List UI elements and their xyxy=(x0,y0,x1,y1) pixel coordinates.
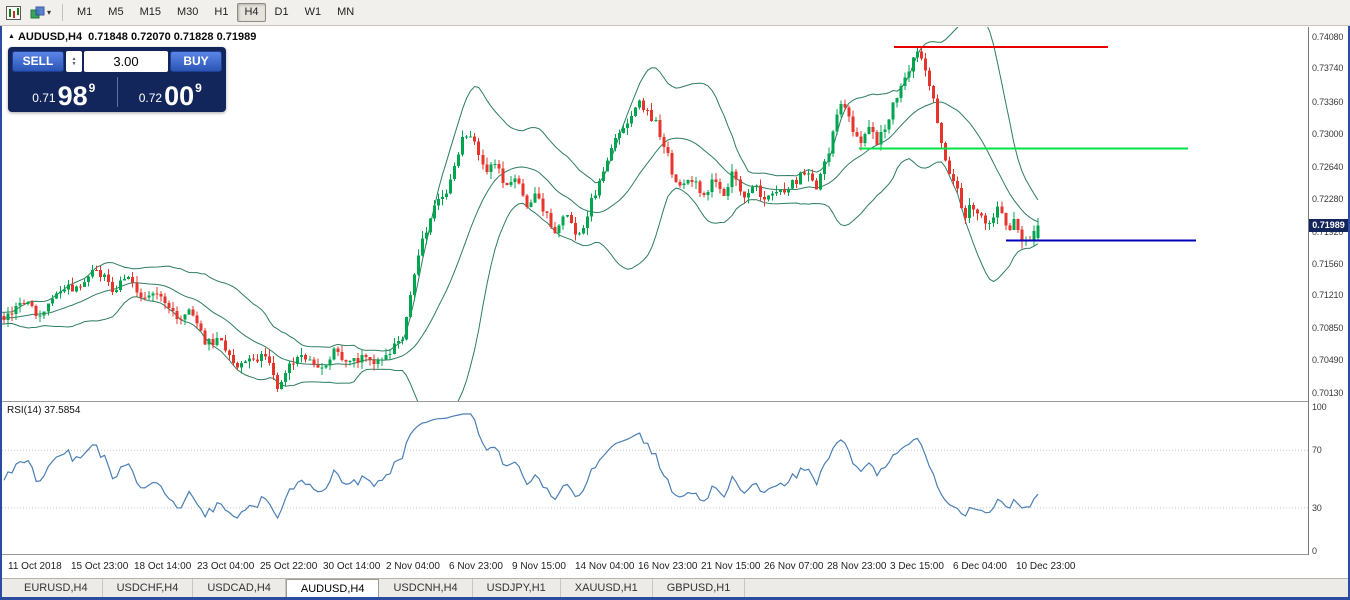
ask-big-digits: 00 xyxy=(164,81,195,112)
time-label: 9 Nov 15:00 xyxy=(512,561,566,572)
tab-usdcnh-h4[interactable]: USDCNH,H4 xyxy=(379,579,473,597)
chart-window: ▲ AUDUSD,H4 0.71848 0.72070 0.71828 0.7198… xyxy=(2,27,1348,578)
timeframe-group: M1 M5 M15 M30 H1 H4 D1 W1 MN xyxy=(69,3,362,22)
indicators-icon xyxy=(30,6,45,18)
price-axis: 0.74080 0.73740 0.73360 0.73000 0.72640 0.722… xyxy=(1308,27,1348,556)
symbol-label: AUDUSD,H4 xyxy=(17,31,83,43)
time-label: 25 Oct 22:00 xyxy=(260,561,318,572)
rsi-chart-canvas[interactable] xyxy=(2,402,1308,554)
rsi-tick: 70 xyxy=(1312,445,1322,455)
tab-usdcad-h4[interactable]: USDCAD,H4 xyxy=(193,579,286,597)
chart-title: ▲ AUDUSD,H4 0.71848 0.72070 0.71828 0.7198… xyxy=(8,31,256,43)
price-tick: 0.72280 xyxy=(1312,194,1344,204)
rsi-label: RSI(14) 37.5854 xyxy=(7,405,81,416)
tab-xauusd-h1[interactable]: XAUUSD,H1 xyxy=(561,579,653,597)
bid-prefix: 0.71 xyxy=(32,91,56,105)
timeframe-button-mn[interactable]: MN xyxy=(337,6,355,18)
quote-divider xyxy=(116,77,118,107)
time-label: 10 Dec 23:00 xyxy=(1016,561,1076,572)
rsi-tick: 0 xyxy=(1312,546,1317,556)
pane-resize-separator[interactable] xyxy=(2,401,1348,402)
tab-usdjpy-h1[interactable]: USDJPY,H1 xyxy=(473,579,561,597)
timeframe-button-h1[interactable]: H1 xyxy=(214,6,229,18)
timeframe-button-w1[interactable]: W1 xyxy=(304,6,322,18)
toolbar: ▾ M1 M5 M15 M30 H1 H4 D1 W1 MN xyxy=(0,0,1350,26)
time-axis: 11 Oct 2018 15 Oct 23:00 18 Oct 14:00 23 Oc… xyxy=(2,555,1308,578)
tab-bar: EURUSD,H4 USDCHF,H4 USDCAD,H4 AUDUSD,H4 USDC… xyxy=(2,578,1348,597)
window-edge-right xyxy=(1348,26,1350,600)
lot-stepper[interactable]: ▲ ▼ xyxy=(66,51,82,72)
price-tick: 0.70130 xyxy=(1312,388,1344,398)
tab-usdchf-h4[interactable]: USDCHF,H4 xyxy=(103,579,194,597)
price-tick: 0.73740 xyxy=(1312,63,1344,73)
timeframe-button-m1[interactable]: M1 xyxy=(77,6,93,18)
stepper-down-icon[interactable]: ▼ xyxy=(71,60,77,67)
ohlc-label: 0.71848 0.72070 0.71828 0.71989 xyxy=(88,31,257,43)
lot-input[interactable]: 3.00 xyxy=(84,51,168,72)
tab-gbpusd-h1[interactable]: GBPUSD,H1 xyxy=(653,579,746,597)
collapse-triangle-icon[interactable]: ▲ xyxy=(8,33,15,40)
ask-prefix: 0.72 xyxy=(138,91,163,105)
timeframe-button-m30[interactable]: M30 xyxy=(176,6,199,18)
window-edge-bottom xyxy=(0,597,1350,600)
time-label: 3 Dec 15:00 xyxy=(890,561,944,572)
indicators-button[interactable]: ▾ xyxy=(27,4,54,22)
price-tick: 0.71920 xyxy=(1312,227,1344,237)
ask-sup-digit: 9 xyxy=(195,81,202,95)
price-tick: 0.73360 xyxy=(1312,97,1344,107)
window-edge-left xyxy=(0,26,2,600)
timeframe-button-m5[interactable]: M5 xyxy=(108,6,124,18)
dropdown-caret-icon: ▾ xyxy=(47,8,52,17)
axis-separator xyxy=(2,554,1348,555)
price-tick: 0.71560 xyxy=(1312,259,1344,269)
time-label: 30 Oct 14:00 xyxy=(323,561,381,572)
price-tick: 0.71210 xyxy=(1312,290,1344,300)
time-label: 23 Oct 04:00 xyxy=(197,561,255,572)
time-label: 11 Oct 2018 xyxy=(8,561,62,572)
timeframe-button-h4[interactable]: H4 xyxy=(237,3,266,22)
tab-eurusd-h4[interactable]: EURUSD,H4 xyxy=(10,579,103,597)
trade-panel: SELL ▲ ▼ 3.00 BUY 0.71 98 9 0.72 00 9 xyxy=(8,47,226,112)
ask-quote: 0.72 00 9 xyxy=(119,74,223,110)
time-label: 21 Nov 15:00 xyxy=(701,561,761,572)
stepper-up-icon[interactable]: ▲ xyxy=(71,55,77,62)
time-label: 18 Oct 14:00 xyxy=(134,561,192,572)
price-tick: 0.70490 xyxy=(1312,355,1344,365)
time-label: 6 Dec 04:00 xyxy=(953,561,1007,572)
toolbar-separator xyxy=(62,4,64,21)
tab-audusd-h4[interactable]: AUDUSD,H4 xyxy=(285,579,380,597)
time-label: 6 Nov 23:00 xyxy=(449,561,503,572)
bid-quote: 0.71 98 9 xyxy=(12,74,116,110)
bid-big-digits: 98 xyxy=(57,81,88,112)
price-tick: 0.74080 xyxy=(1312,32,1344,42)
current-price-badge: 0.71989 xyxy=(1309,219,1348,232)
sell-button[interactable]: SELL xyxy=(12,51,64,72)
chart-icon xyxy=(6,5,21,20)
time-label: 16 Nov 23:00 xyxy=(638,561,698,572)
time-label: 26 Nov 07:00 xyxy=(764,561,824,572)
time-label: 15 Oct 23:00 xyxy=(71,561,129,572)
time-label: 2 Nov 04:00 xyxy=(386,561,440,572)
price-tick: 0.73000 xyxy=(1312,129,1344,139)
rsi-tick: 100 xyxy=(1312,402,1327,412)
time-label: 28 Nov 23:00 xyxy=(827,561,887,572)
buy-button[interactable]: BUY xyxy=(170,51,222,72)
new-chart-button[interactable] xyxy=(3,4,24,22)
price-tick: 0.72640 xyxy=(1312,162,1344,172)
timeframe-button-d1[interactable]: D1 xyxy=(274,6,289,18)
timeframe-button-m15[interactable]: M15 xyxy=(139,6,161,18)
price-chart-canvas[interactable] xyxy=(2,27,1308,401)
rsi-tick: 30 xyxy=(1312,503,1322,513)
price-tick: 0.70850 xyxy=(1312,323,1344,333)
bid-sup-digit: 9 xyxy=(88,81,96,95)
time-label: 14 Nov 04:00 xyxy=(575,561,635,572)
